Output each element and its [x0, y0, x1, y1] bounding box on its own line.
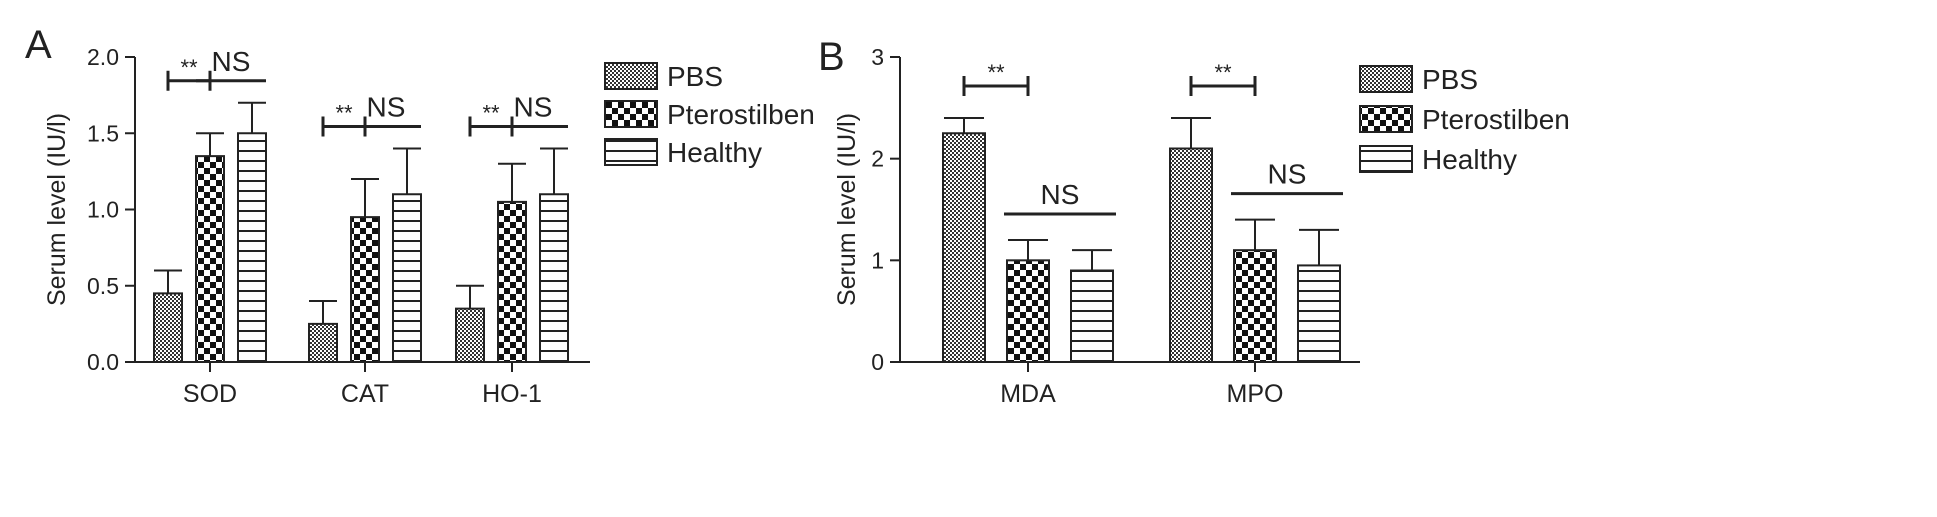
legend-swatch-healthy: [1359, 145, 1413, 173]
y-tick-label: 0.5: [87, 273, 119, 299]
y-tick-label: 2.0: [87, 44, 119, 70]
legend-swatch-pterostilben: [1359, 105, 1413, 133]
legend-swatch-healthy: [604, 138, 658, 166]
significance-label: **: [335, 101, 353, 126]
bar-pterostilben-cat: [350, 216, 380, 363]
y-tick-label: 0: [871, 349, 884, 375]
bar-pbs-mda: [942, 132, 986, 363]
bar-healthy-sod: [237, 132, 267, 363]
legend-label-pterostilben: Pterostilben: [667, 99, 815, 130]
y-tick-label: 3: [871, 44, 884, 70]
bar-pbs-ho-1: [455, 307, 485, 363]
bar-pbs-cat: [308, 322, 338, 363]
ns-label: NS: [514, 92, 553, 123]
legend-label-healthy: Healthy: [1422, 144, 1517, 175]
x-tick-label: MDA: [1000, 380, 1056, 408]
legend-label-pterostilben: Pterostilben: [1422, 104, 1570, 135]
significance-label: **: [1214, 60, 1232, 85]
legend-label-healthy: Healthy: [667, 137, 762, 168]
x-tick-label: HO-1: [482, 380, 542, 408]
bar-pterostilben-mpo: [1233, 249, 1277, 364]
bar-pterostilben-mda: [1006, 259, 1050, 364]
significance-label: **: [987, 60, 1005, 85]
ns-label: NS: [1268, 159, 1307, 190]
significance-label: **: [180, 55, 198, 80]
legend-swatch-pterostilben: [604, 100, 658, 128]
y-tick-label: 1.0: [87, 197, 119, 223]
legend-label-pbs: PBS: [667, 61, 723, 92]
panel-letter: B: [818, 35, 845, 79]
panel-letter: A: [25, 23, 52, 67]
bar-healthy-ho-1: [539, 193, 569, 363]
bar-pterostilben-ho-1: [497, 200, 527, 363]
legend-swatch-pbs: [1359, 65, 1413, 93]
bar-pbs-mpo: [1169, 147, 1213, 363]
bar-healthy-mpo: [1297, 264, 1341, 363]
y-tick-label: 0.0: [87, 349, 119, 375]
bar-healthy-mda: [1070, 269, 1114, 363]
ns-label: NS: [212, 46, 251, 77]
ns-label: NS: [1041, 179, 1080, 210]
legend-swatch-pbs: [604, 62, 658, 90]
x-tick-label: SOD: [183, 380, 237, 408]
bar-healthy-cat: [392, 193, 422, 363]
panel-b: B 0 1 2 3 Serum level (IU/l) MDA ** NS MPO ** NS PBS…: [818, 35, 1570, 408]
significance-label: **: [482, 101, 500, 126]
y-tick-label: 1: [871, 247, 884, 273]
legend-label-pbs: PBS: [1422, 64, 1478, 95]
y-tick-label: 1.5: [87, 120, 119, 146]
y-axis-label: Serum level (IU/l): [833, 113, 861, 306]
y-axis-label: Serum level (IU/l): [43, 113, 71, 306]
panel-a: A 0.0 0.5 1.0 1.5 2.0 Serum level (IU/l) SOD ** N…: [25, 23, 815, 408]
ns-label: NS: [367, 92, 406, 123]
y-tick-label: 2: [871, 146, 884, 172]
x-tick-label: MPO: [1227, 380, 1284, 408]
bar-pterostilben-sod: [195, 155, 225, 363]
x-tick-label: CAT: [341, 380, 389, 408]
bar-pbs-sod: [153, 292, 183, 363]
